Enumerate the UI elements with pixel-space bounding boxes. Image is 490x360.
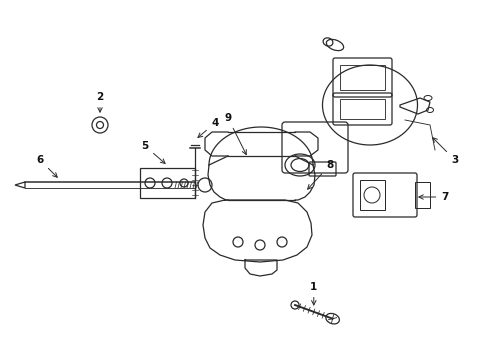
Text: 9: 9 bbox=[224, 113, 246, 154]
Bar bbox=[415, 182, 430, 208]
Text: 6: 6 bbox=[36, 155, 57, 177]
Text: 7: 7 bbox=[419, 192, 449, 202]
Text: 4: 4 bbox=[198, 118, 219, 138]
Bar bbox=[340, 99, 385, 119]
Text: 3: 3 bbox=[433, 138, 459, 165]
Bar bbox=[340, 65, 385, 90]
Bar bbox=[360, 180, 385, 210]
Text: 2: 2 bbox=[97, 92, 103, 112]
Text: 8: 8 bbox=[308, 160, 334, 189]
Bar bbox=[140, 168, 195, 198]
Text: 1: 1 bbox=[310, 282, 318, 305]
Text: 5: 5 bbox=[142, 141, 165, 163]
